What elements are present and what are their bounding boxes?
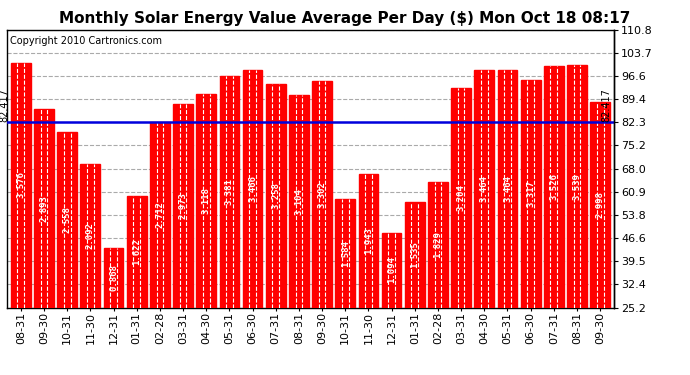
Bar [313, 81, 332, 308]
Bar [335, 199, 355, 308]
Text: 2.712: 2.712 [155, 201, 164, 228]
Text: 3.466: 3.466 [248, 176, 257, 202]
Bar [544, 66, 564, 308]
Text: 1.584: 1.584 [341, 240, 350, 267]
Bar [57, 132, 77, 308]
Bar [382, 232, 402, 308]
Bar [591, 102, 610, 308]
Text: 3.576: 3.576 [17, 172, 26, 198]
Text: 3.539: 3.539 [573, 173, 582, 200]
Bar [359, 174, 378, 308]
Text: 3.381: 3.381 [225, 178, 234, 205]
Text: 1.622: 1.622 [132, 238, 141, 266]
Bar [127, 196, 146, 308]
Text: 1.943: 1.943 [364, 228, 373, 254]
Text: 0.868: 0.868 [109, 264, 118, 291]
Text: 3.464: 3.464 [503, 176, 512, 202]
Bar [81, 164, 100, 308]
Text: 2.558: 2.558 [63, 207, 72, 233]
Text: 2.893: 2.893 [39, 195, 48, 222]
Text: 3.104: 3.104 [295, 188, 304, 214]
Text: 2.092: 2.092 [86, 222, 95, 249]
Text: 3.464: 3.464 [480, 176, 489, 202]
Text: 3.317: 3.317 [526, 180, 535, 207]
Bar [266, 84, 286, 308]
Text: 3.526: 3.526 [549, 173, 558, 200]
Bar [567, 65, 587, 308]
Text: Copyright 2010 Cartronics.com: Copyright 2010 Cartronics.com [10, 36, 162, 45]
Bar [428, 182, 448, 308]
Text: Monthly Solar Energy Value Average Per Day ($) Mon Oct 18 08:17: Monthly Solar Energy Value Average Per D… [59, 11, 631, 26]
Text: 1.535: 1.535 [411, 242, 420, 268]
Bar [150, 122, 170, 308]
Bar [243, 70, 262, 308]
Text: 3.258: 3.258 [271, 183, 280, 209]
Text: 1.094: 1.094 [387, 256, 396, 284]
Text: 82.417: 82.417 [0, 88, 9, 122]
Bar [405, 202, 424, 308]
Text: 2.998: 2.998 [595, 191, 604, 218]
Bar [475, 70, 494, 308]
Bar [197, 94, 216, 308]
Bar [289, 95, 308, 308]
Bar [521, 80, 540, 308]
Bar [11, 63, 30, 308]
Text: 3.302: 3.302 [317, 181, 326, 208]
Bar [173, 104, 193, 308]
Bar [104, 248, 124, 308]
Text: 82.417: 82.417 [602, 88, 612, 122]
Bar [219, 76, 239, 308]
Bar [34, 110, 54, 308]
Text: 3.204: 3.204 [457, 184, 466, 211]
Bar [497, 70, 518, 308]
Bar [451, 88, 471, 308]
Text: 2.973: 2.973 [179, 192, 188, 219]
Text: 1.829: 1.829 [433, 231, 442, 258]
Text: 3.118: 3.118 [201, 187, 210, 214]
